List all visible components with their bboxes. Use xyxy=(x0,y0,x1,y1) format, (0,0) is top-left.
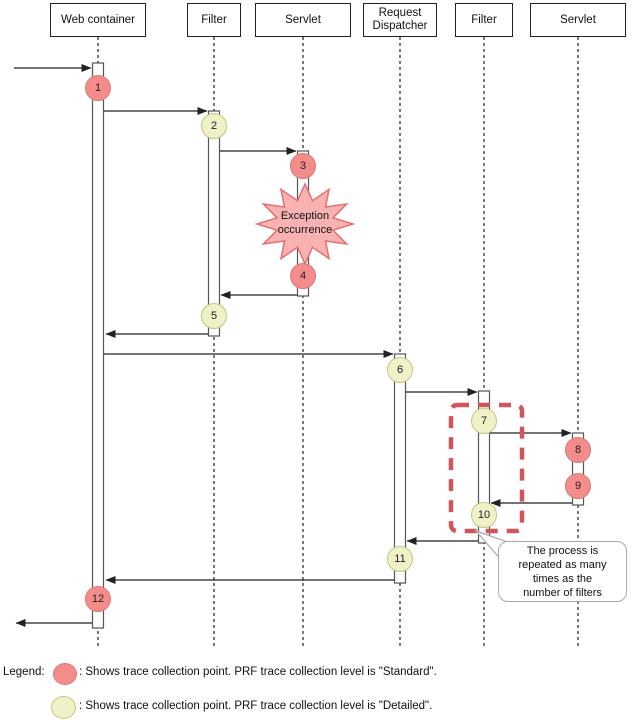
lifeline-box-filter-2: Filter xyxy=(455,3,513,37)
lifeline-label: Filter xyxy=(471,13,497,26)
legend-detailed-text: : Shows trace collection point. PRF trac… xyxy=(79,700,433,712)
trace-point-7: 7 xyxy=(471,408,497,434)
lifeline-box-filter-1: Filter xyxy=(187,3,241,37)
trace-point-3: 3 xyxy=(290,153,316,179)
note-line-3: times as the xyxy=(532,572,593,585)
trace-point-6: 6 xyxy=(387,357,413,383)
lifeline-label: Filter xyxy=(201,13,227,26)
activation-filter-1 xyxy=(207,110,221,337)
message-arrows xyxy=(14,64,572,627)
lifeline-box-web-container: Web container xyxy=(50,3,146,37)
trace-point-5: 5 xyxy=(201,303,227,329)
legend-title: Legend: xyxy=(3,666,45,678)
legend-standard-dot xyxy=(53,663,77,685)
repeat-region-box xyxy=(448,402,525,534)
trace-point-1: 1 xyxy=(85,75,111,101)
activation-request-dispatcher xyxy=(393,353,407,584)
note-line-1: The process is xyxy=(526,544,599,557)
lifeline-box-servlet-2: Servlet xyxy=(530,3,626,37)
exception-line-2: occurrence xyxy=(277,224,333,236)
legend-detailed-dot xyxy=(51,696,76,719)
trace-point-9: 9 xyxy=(565,473,591,499)
legend-standard-text: : Shows trace collection point. PRF trac… xyxy=(79,666,437,678)
lifeline-label: Request Dispatcher xyxy=(372,7,428,32)
activation-web-container xyxy=(91,62,105,629)
note-line-2: repeated as many xyxy=(518,558,607,571)
lifeline-box-request-dispatcher: Request Dispatcher xyxy=(363,3,437,37)
trace-point-10: 10 xyxy=(471,502,497,528)
exception-label: Exception occurrence xyxy=(255,209,355,237)
lifeline-label: Web container xyxy=(61,13,135,26)
lifeline-box-servlet-1: Servlet xyxy=(255,3,351,37)
trace-point-4: 4 xyxy=(290,263,316,289)
trace-point-2: 2 xyxy=(201,113,227,139)
trace-point-11: 11 xyxy=(387,546,413,572)
trace-point-12: 12 xyxy=(85,586,111,612)
exception-line-1: Exception xyxy=(280,210,330,222)
trace-point-8: 8 xyxy=(565,437,591,463)
repeat-note: The process is repeated as many times as… xyxy=(498,541,627,602)
lifeline-label: Servlet xyxy=(285,13,321,26)
note-line-4: number of filters xyxy=(523,586,602,599)
lifeline-label: Servlet xyxy=(560,13,596,26)
activation-servlet-2 xyxy=(571,432,585,506)
activation-filter-2 xyxy=(477,390,491,544)
